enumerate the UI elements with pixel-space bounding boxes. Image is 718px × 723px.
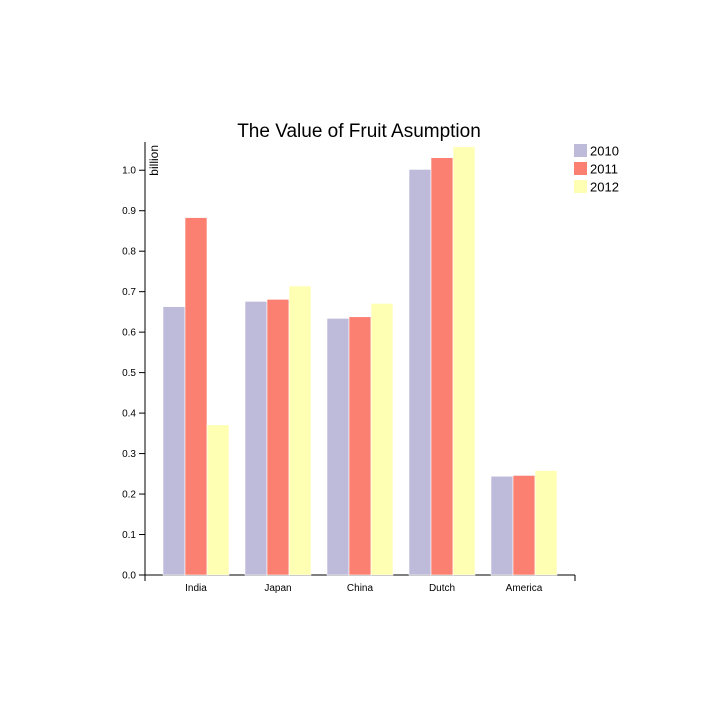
- x-tick-label: Dutch: [429, 583, 455, 594]
- legend-swatch-2011: [574, 162, 587, 175]
- y-tick-label: 0.0: [122, 571, 136, 582]
- y-tick-label: 0.5: [122, 368, 136, 379]
- bar-japan-2010: [244, 301, 268, 576]
- y-tick-label: 0.3: [122, 449, 136, 460]
- y-tick-label: 0.9: [122, 206, 136, 217]
- bars: [162, 146, 558, 576]
- legend-label-2011: 2011: [590, 162, 618, 177]
- bar-dutch-2012: [452, 146, 476, 576]
- bar-dutch-2011: [430, 157, 454, 576]
- y-tick-label: 0.7: [122, 287, 136, 298]
- bar-japan-2012: [288, 285, 312, 576]
- bar-japan-2011: [266, 299, 290, 576]
- bar-india-2010: [162, 306, 186, 576]
- y-tick-label: 0.6: [122, 328, 136, 339]
- y-tick-label: 0.4: [122, 409, 136, 420]
- x-tick-label: China: [347, 583, 374, 594]
- bar-dutch-2010: [408, 169, 432, 576]
- x-tick-label: Japan: [264, 583, 291, 594]
- bar-india-2011: [184, 217, 208, 576]
- bar-china-2011: [348, 316, 372, 576]
- y-tick-label: 0.2: [122, 490, 136, 501]
- y-tick-label: 0.8: [122, 247, 136, 258]
- legend: 2010 2011 2012: [574, 144, 619, 195]
- legend-label-2010: 2010: [590, 144, 619, 159]
- bar-america-2012: [534, 470, 558, 576]
- y-axis-label: billion: [147, 145, 161, 176]
- x-tick-label: India: [185, 583, 207, 594]
- y-tick-label: 0.1: [122, 530, 136, 541]
- bar-china-2012: [370, 303, 394, 576]
- bar-america-2010: [490, 475, 514, 576]
- chart-title: The Value of Fruit Asumption: [237, 121, 481, 142]
- y-tick-label: 1.0: [122, 166, 136, 177]
- bar-china-2010: [326, 318, 350, 576]
- bar-india-2012: [206, 424, 230, 576]
- legend-label-2012: 2012: [590, 180, 619, 195]
- x-tick-label: America: [506, 583, 543, 594]
- legend-swatch-2012: [574, 180, 587, 193]
- bar-america-2011: [512, 475, 536, 576]
- legend-swatch-2010: [574, 144, 587, 157]
